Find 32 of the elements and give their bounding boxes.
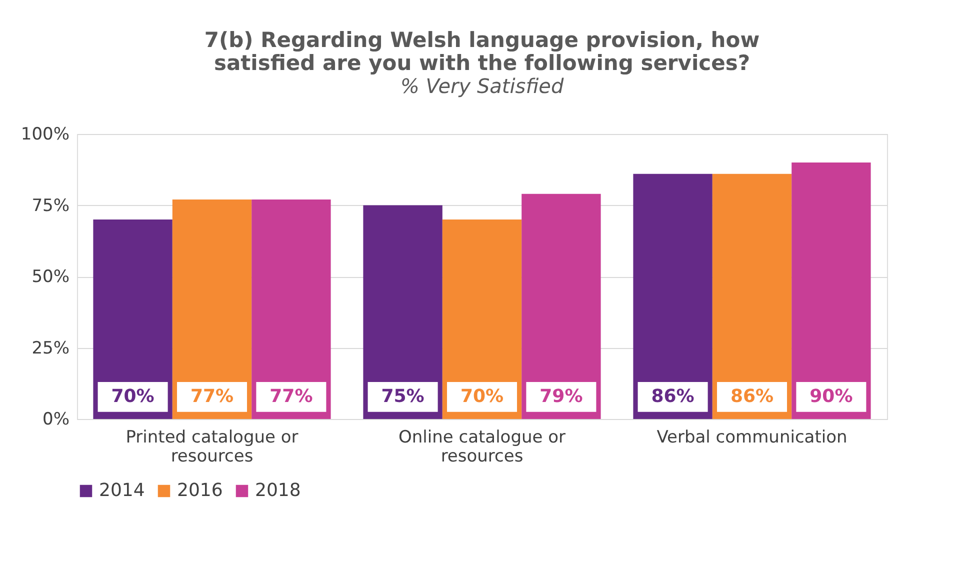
- bar: [522, 194, 601, 419]
- bar: [633, 174, 712, 419]
- data-label: 90%: [810, 386, 853, 407]
- y-tick-label: 0%: [42, 410, 70, 430]
- data-label: 79%: [540, 386, 583, 407]
- bar: [252, 200, 331, 419]
- data-label: 77%: [270, 386, 313, 407]
- bar: [172, 200, 252, 419]
- bar: [442, 220, 522, 419]
- data-label: 86%: [651, 386, 694, 407]
- bar: [363, 205, 442, 419]
- x-tick-label: Online catalogue or resources: [398, 428, 566, 466]
- chart-subtitle: % Very Satisfied: [400, 74, 564, 98]
- x-tick-label: Printed catalogue or resources: [126, 428, 298, 466]
- y-tick-label: 50%: [32, 267, 70, 287]
- data-label: 75%: [381, 386, 424, 407]
- legend-label: 2016: [177, 480, 223, 501]
- bar: [712, 174, 792, 419]
- data-label: 70%: [460, 386, 504, 407]
- legend-label: 2014: [99, 480, 145, 501]
- legend-label: 2018: [255, 480, 301, 501]
- text: satisfied are you with the following services?: [214, 51, 750, 75]
- y-tick-label: 25%: [32, 338, 70, 358]
- data-label: 86%: [730, 386, 774, 407]
- y-tick-label: 75%: [32, 196, 70, 216]
- text: 7(b) Regarding Welsh language provision, how: [204, 28, 760, 52]
- x-tick-label: Verbal communication: [656, 428, 848, 448]
- y-tick-label: 100%: [20, 124, 70, 144]
- bar: [93, 220, 172, 419]
- bar: [792, 162, 871, 419]
- data-label: 70%: [111, 386, 154, 407]
- data-label: 77%: [190, 386, 234, 407]
